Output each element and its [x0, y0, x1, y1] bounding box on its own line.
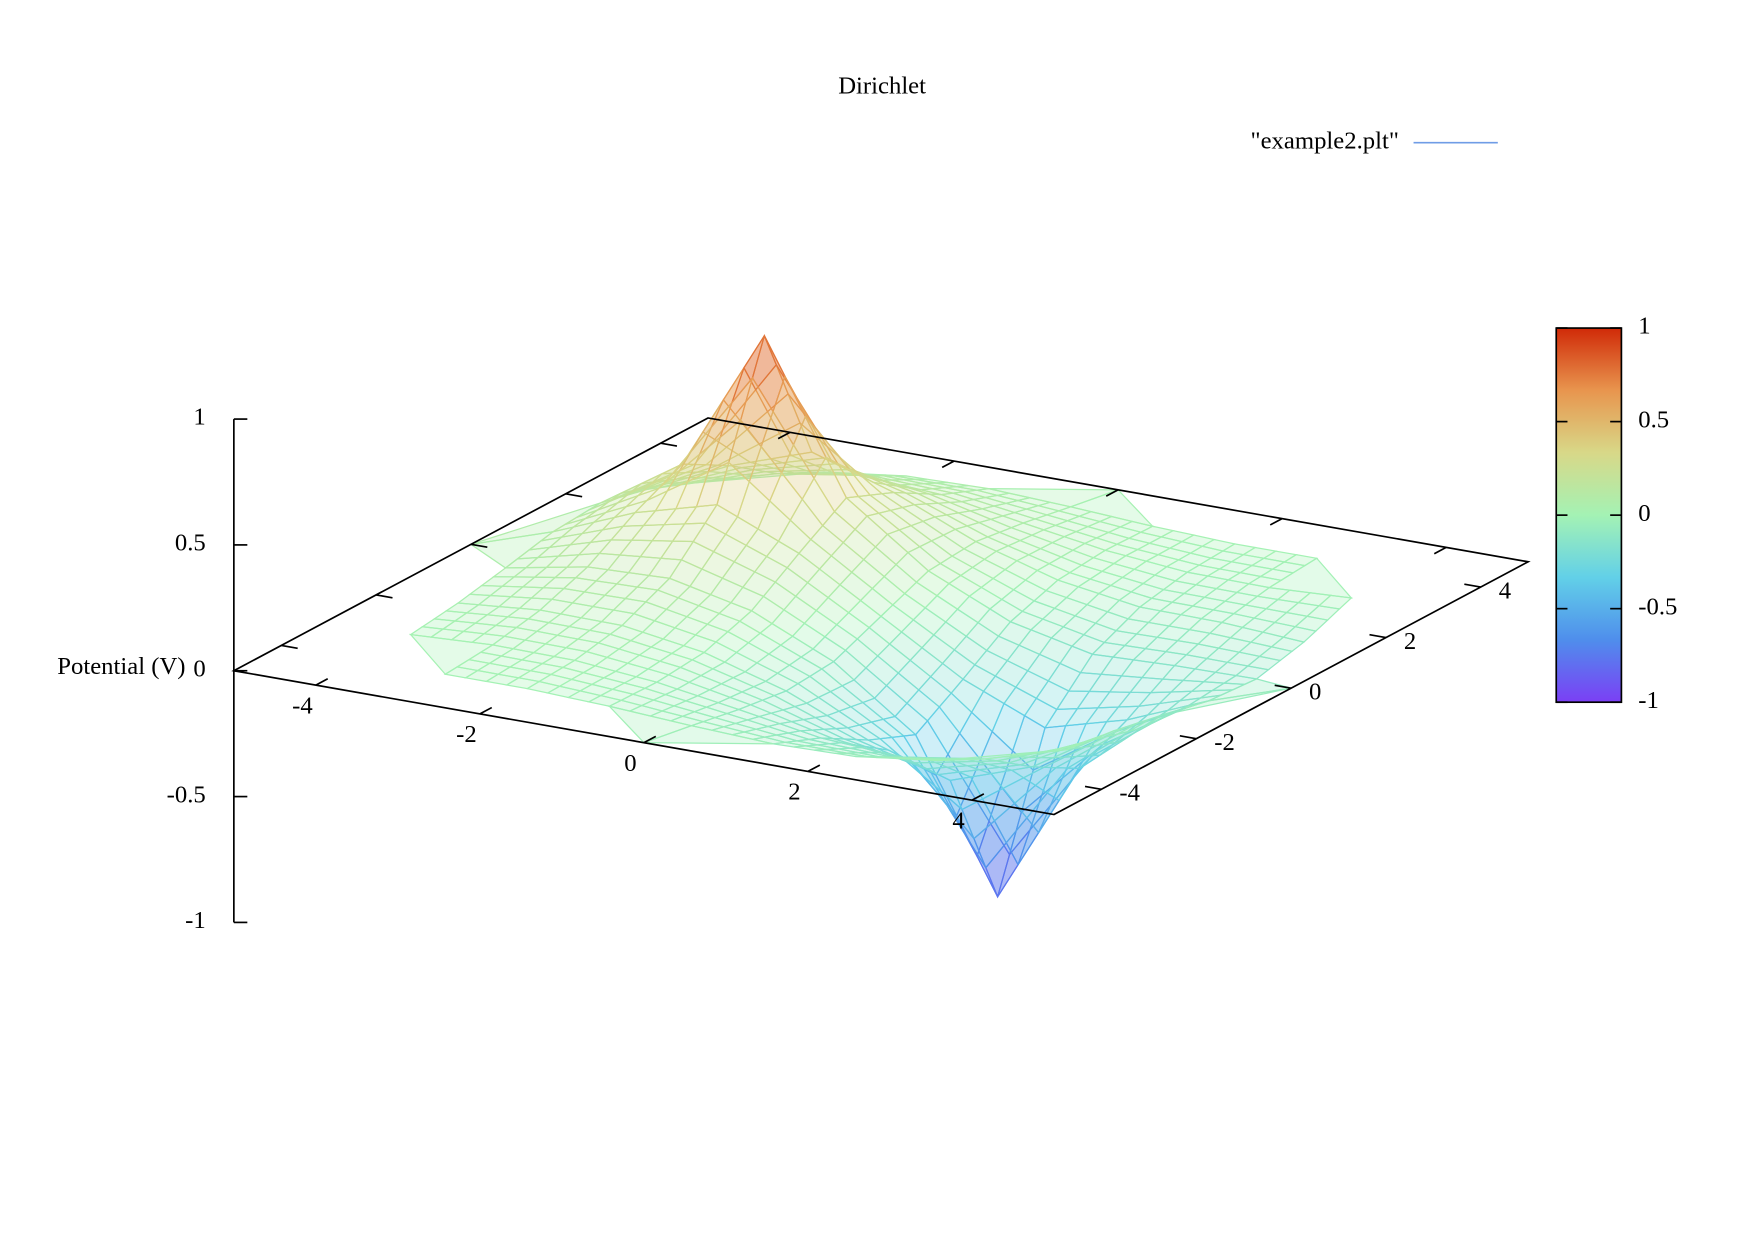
y-tick: [1274, 684, 1292, 689]
surface-cell: [916, 758, 950, 762]
base-frame: [231, 417, 1531, 816]
y-tick: [1464, 583, 1481, 588]
z-tick-label: -0.5: [167, 781, 206, 808]
x-tick-label: 0: [624, 750, 636, 777]
y-tick: [660, 442, 678, 447]
y-tick: [565, 492, 583, 498]
z-tick-label: 1: [193, 404, 205, 431]
colorbar-tick-label: 0: [1638, 500, 1650, 527]
x-tick: [941, 460, 955, 469]
x-tick-label: 4: [952, 807, 964, 834]
surface-cell: [643, 725, 774, 745]
x-tick: [643, 735, 657, 744]
colorbar-tick-label: 1: [1638, 313, 1650, 340]
colorbar-tick-label: -0.5: [1638, 593, 1677, 620]
y-tick: [1179, 735, 1197, 740]
z-tick-label: -1: [185, 907, 206, 934]
legend-label: "example2.plt": [1250, 127, 1398, 154]
x-tick: [1433, 546, 1447, 555]
x-tick-label: -2: [456, 721, 477, 748]
x-tick: [1269, 517, 1283, 526]
x-tick: [777, 431, 791, 440]
y-tick: [1084, 785, 1102, 791]
colorbar-tick-label: -1: [1638, 687, 1659, 714]
y-tick: [375, 594, 393, 599]
colorbar-tick-label: 0.5: [1638, 406, 1669, 433]
y-tick-label: -4: [1119, 780, 1140, 807]
y-tick: [1369, 633, 1387, 639]
y-tick-label: 2: [1404, 628, 1416, 655]
x-tick-label: 2: [788, 779, 800, 806]
x-tick: [807, 764, 821, 773]
y-tick-label: -2: [1214, 729, 1235, 756]
z-tick-label: 0.5: [175, 530, 206, 557]
surface: [408, 334, 1353, 899]
y-tick-label: 4: [1499, 577, 1511, 604]
y-tick: [281, 644, 298, 650]
z-axis-label: Potential (V): [57, 653, 185, 680]
chart-title: Dirichlet: [838, 72, 926, 99]
x-tick-label: -4: [292, 692, 313, 719]
z-tick-label: 0: [193, 655, 205, 682]
x-tick: [315, 678, 329, 686]
x-tick: [479, 706, 493, 715]
y-tick: [470, 543, 488, 549]
y-tick-label: 0: [1309, 678, 1321, 705]
x-tick: [1105, 489, 1119, 497]
x-tick: [971, 793, 985, 801]
